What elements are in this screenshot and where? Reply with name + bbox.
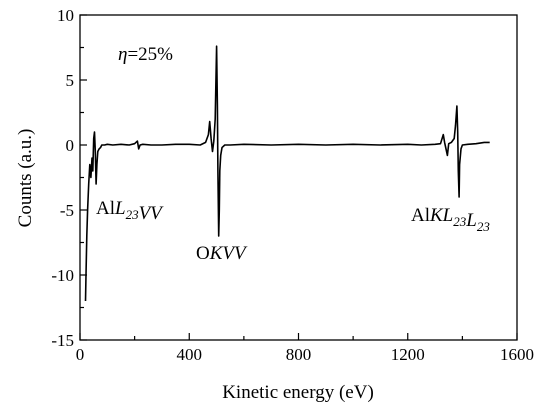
annotation-al-kl23l23: AlKL23L23 xyxy=(411,205,490,234)
y-tick-label: -10 xyxy=(51,266,74,285)
y-tick-label: 0 xyxy=(66,136,75,155)
x-tick-label: 0 xyxy=(76,345,85,364)
series-line xyxy=(84,45,490,302)
x-tick-label: 800 xyxy=(286,345,312,364)
y-tick-label: -5 xyxy=(60,201,74,220)
annotation-al-l23vv: AlL23VV xyxy=(96,198,164,224)
annotation-okvv: OKVV xyxy=(196,243,248,264)
annotation-eta: η=25% xyxy=(118,44,173,65)
y-tick-label: -15 xyxy=(51,331,74,350)
x-tick-label: 1200 xyxy=(391,345,425,364)
x-tick-label: 400 xyxy=(177,345,203,364)
y-tick-label: 10 xyxy=(57,6,74,25)
y-axis-label: Counts (a.u.) xyxy=(15,129,36,228)
y-tick-label: 5 xyxy=(66,71,75,90)
x-axis-label: Kinetic energy (eV) xyxy=(222,382,374,403)
x-tick-label: 1600 xyxy=(500,345,534,364)
